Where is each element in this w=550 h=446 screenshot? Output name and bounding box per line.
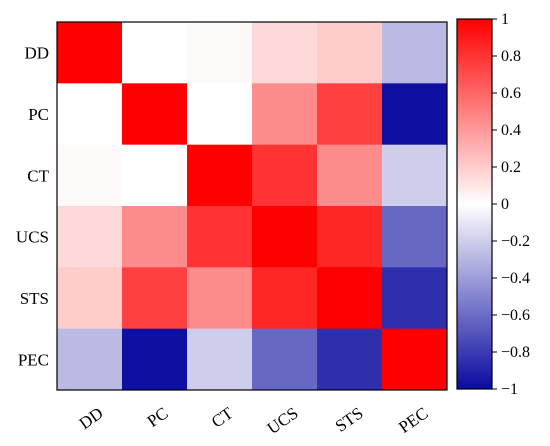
heatmap-cell-ct-dd <box>57 144 123 207</box>
heatmap-cell-pc-sts <box>317 83 383 146</box>
heatmap-cell-pec-ct <box>187 328 253 391</box>
heatmap-cell-pc-ucs <box>252 83 318 146</box>
x-tick-label: DD <box>76 403 107 433</box>
heatmap-cell-dd-ct <box>187 22 253 84</box>
colorbar-tick-label: 0 <box>501 196 509 213</box>
heatmap-cell-pc-ct <box>187 83 253 146</box>
heatmap-cell-sts-pc <box>122 267 188 330</box>
heatmap-cell-ct-ct <box>187 144 253 207</box>
y-tick-label: UCS <box>16 228 49 247</box>
colorbar-tick-label: 0.4 <box>501 122 521 139</box>
colorbar-tick-labels: 1 0.8 0.6 0.4 0.2 0 −0.2 −0.4 −0.6 −0.8 −1 <box>492 11 530 398</box>
heatmap-cell-sts-ucs <box>252 267 318 330</box>
colorbar-tick-label: −1 <box>501 381 518 398</box>
plot-frame <box>56 21 448 391</box>
y-axis-tick-labels: DD PC CT UCS STS PEC <box>16 44 50 370</box>
x-tick-label: STS <box>332 403 367 435</box>
heatmap-cell-dd-dd <box>57 22 123 84</box>
heatmap-cell-dd-ucs <box>252 22 318 84</box>
x-tick-label: UCS <box>264 403 302 438</box>
heatmap-cell-pc-dd <box>57 83 123 146</box>
heatmap-cell-sts-ct <box>187 267 253 330</box>
x-tick-label: PEC <box>395 403 431 436</box>
heatmap-cell-ucs-pc <box>122 206 188 268</box>
colorbar-tick-label: 0.8 <box>501 48 521 65</box>
heatmap-cell-pec-pec <box>382 328 448 391</box>
heatmap-cell-pec-ucs <box>252 328 318 391</box>
heatmap-cell-ucs-ucs <box>252 206 318 268</box>
heatmap-cell-dd-pec <box>382 22 448 84</box>
colorbar-tick-label: −0.6 <box>501 307 530 324</box>
heatmap-cell-ucs-ct <box>187 206 253 268</box>
y-tick-label: PC <box>28 105 49 124</box>
x-tick-label: PC <box>144 403 172 430</box>
x-axis-tick-labels: DD PC CT UCS STS PEC <box>76 403 432 438</box>
heatmap-cell-pec-dd <box>57 328 123 391</box>
heatmap-cell-dd-sts <box>317 22 383 84</box>
heatmap-cell-pec-pc <box>122 328 188 391</box>
heatmap-cell-ucs-pec <box>382 206 448 268</box>
heatmap-cell-ct-ucs <box>252 144 318 207</box>
colorbar-tick-label: −0.2 <box>501 233 530 250</box>
heatmap-cell-sts-dd <box>57 267 123 330</box>
colorbar-tick-label: 0.2 <box>501 159 521 176</box>
colorbar-tick-label: −0.8 <box>501 344 530 361</box>
colorbar <box>456 18 493 390</box>
heatmap-cell-pc-pec <box>382 83 448 146</box>
y-tick-label: PEC <box>18 350 49 369</box>
heatmap-cell-ucs-sts <box>317 206 383 268</box>
y-tick-label: DD <box>24 44 49 63</box>
y-tick-label: CT <box>27 166 49 185</box>
heatmap-cell-ucs-dd <box>57 206 123 268</box>
heatmap-cells <box>57 22 448 391</box>
colorbar-tick-label: 0.6 <box>501 85 521 102</box>
heatmap-cell-ct-sts <box>317 144 383 207</box>
heatmap-cell-sts-pec <box>382 267 448 330</box>
heatmap-cell-pec-sts <box>317 328 383 391</box>
heatmap-cell-dd-pc <box>122 22 188 84</box>
colorbar-tick-label: 1 <box>501 11 509 28</box>
x-tick-label: CT <box>208 403 237 431</box>
colorbar-tick-label: −0.4 <box>501 270 530 287</box>
heatmap-cell-pc-pc <box>122 83 188 146</box>
heatmap-cell-ct-pc <box>122 144 188 207</box>
heatmap-cell-ct-pec <box>382 144 448 207</box>
heatmap-cell-sts-sts <box>317 267 383 330</box>
y-tick-label: STS <box>20 289 49 308</box>
